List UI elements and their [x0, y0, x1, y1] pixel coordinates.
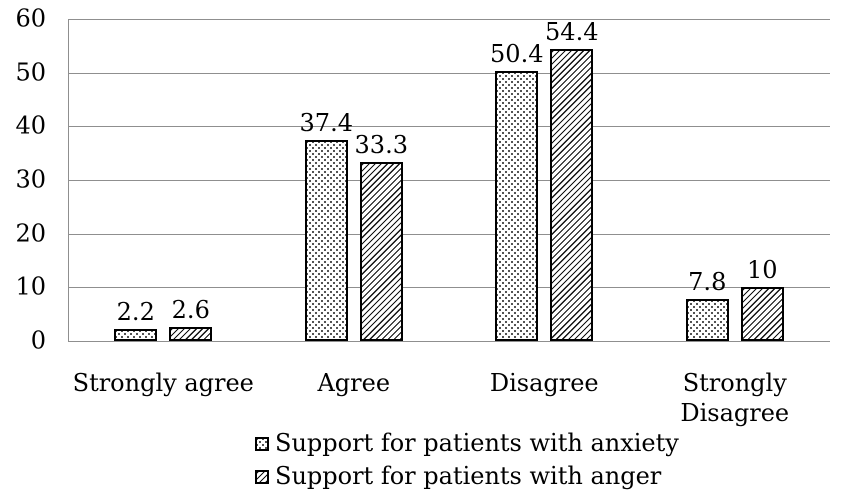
bar-series2-1 — [169, 327, 213, 341]
y-axis-tick-label: 50 — [15, 57, 46, 86]
bar-value-label: 54.4 — [545, 18, 599, 47]
legend-item-anxiety: Support for patients with anxiety — [255, 430, 679, 457]
legend-label-anxiety: Support for patients with anxiety — [275, 429, 679, 457]
y-axis-tick-label: 0 — [30, 326, 46, 355]
x-axis-category-label: Disagree — [489, 369, 599, 397]
bar-value-label: 37.4 — [299, 109, 353, 138]
gridline — [68, 126, 830, 128]
dotted-pattern-swatch-icon — [255, 436, 269, 451]
gridline — [68, 19, 830, 20]
y-axis-tick-label: 20 — [15, 218, 46, 247]
gridline — [68, 72, 830, 74]
y-axis-tick-label: 30 — [15, 165, 46, 194]
gridline — [68, 287, 830, 289]
y-axis-tick-label: 40 — [15, 111, 46, 140]
bar-series1-4 — [685, 299, 729, 341]
legend-label-anger: Support for patients with anger — [275, 462, 662, 490]
y-axis-line — [68, 19, 69, 341]
hatched-pattern-swatch-icon — [255, 469, 269, 484]
y-axis-tick-label: 10 — [15, 272, 46, 301]
gridline — [68, 341, 830, 342]
bar-series2-4 — [740, 287, 784, 341]
bar-value-label: 7.8 — [688, 268, 727, 297]
bar-series1-2 — [304, 140, 348, 341]
bar-value-label: 33.3 — [354, 131, 408, 160]
bar-series2-3 — [550, 49, 594, 341]
bar-value-label: 10 — [746, 256, 778, 285]
bar-series1-3 — [495, 70, 539, 341]
gridline — [68, 180, 830, 181]
bar-series1-1 — [114, 329, 158, 341]
bar-value-label: 2.2 — [116, 298, 155, 327]
x-axis-category-label: Strongly Disagree — [680, 369, 790, 427]
bar-series2-2 — [359, 162, 403, 341]
y-axis-tick-label: 60 — [15, 4, 46, 33]
x-axis-category-label: Agree — [317, 369, 391, 397]
bar-value-label: 2.6 — [171, 296, 210, 325]
gridline — [68, 233, 830, 235]
legend-item-anger: Support for patients with anger — [255, 463, 679, 490]
x-axis-category-label: Strongly agree — [72, 369, 254, 397]
bar-value-label: 50.4 — [490, 39, 544, 68]
legend: Support for patients with anxiety Suppor… — [255, 430, 679, 496]
